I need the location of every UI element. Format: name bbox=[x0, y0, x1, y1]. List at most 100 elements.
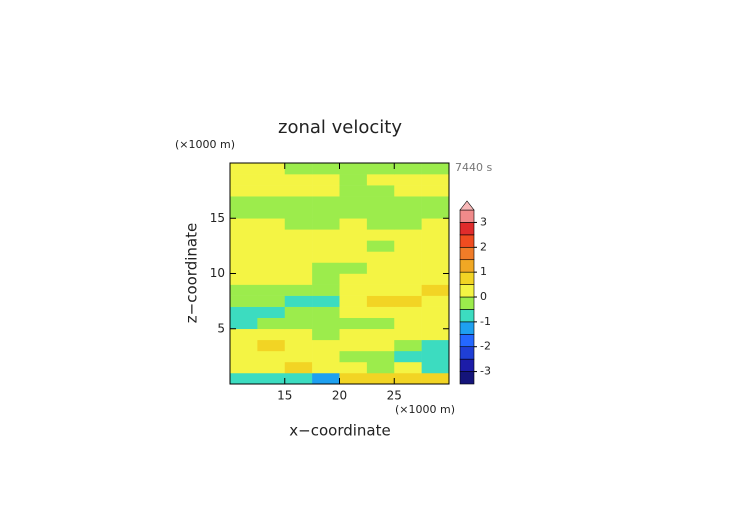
contour-cell bbox=[421, 163, 450, 175]
contour-cell bbox=[257, 196, 286, 208]
contour-cell bbox=[230, 339, 258, 352]
colorbar-box bbox=[459, 358, 475, 372]
contour-cell bbox=[421, 229, 450, 241]
contour-cell bbox=[339, 185, 368, 197]
contour-cell bbox=[284, 306, 313, 318]
contour-cell bbox=[366, 218, 395, 230]
contour-cell bbox=[339, 240, 368, 252]
x-tick-label: 20 bbox=[332, 389, 347, 403]
contour-cell bbox=[312, 361, 340, 374]
contour-cell bbox=[230, 350, 258, 363]
contour-cell bbox=[421, 350, 450, 363]
colorbar-tick-label: 2 bbox=[480, 240, 487, 253]
contour-cell bbox=[366, 372, 395, 385]
contour-cell bbox=[394, 339, 422, 352]
contour-cell bbox=[421, 174, 450, 186]
contour-cell bbox=[394, 163, 422, 175]
contour-cell bbox=[312, 196, 340, 208]
contour-cell bbox=[312, 317, 340, 330]
contour-cell bbox=[421, 328, 450, 341]
contour-cell bbox=[312, 163, 340, 175]
contour-cell bbox=[339, 273, 368, 285]
contour-cell bbox=[394, 317, 422, 330]
contour-cell bbox=[421, 295, 450, 307]
contour-cell bbox=[284, 273, 313, 285]
contour-cell bbox=[257, 229, 286, 241]
contour-cell bbox=[230, 207, 258, 219]
contour-cell bbox=[230, 284, 258, 296]
contour-cell bbox=[339, 174, 368, 186]
contour-cell bbox=[339, 350, 368, 363]
contour-cell bbox=[312, 218, 340, 230]
x-tick-label: 25 bbox=[387, 389, 402, 403]
contour-cell bbox=[284, 196, 313, 208]
contour-cell bbox=[394, 273, 422, 285]
contour-cell bbox=[394, 251, 422, 263]
contour-cell bbox=[230, 317, 258, 330]
contour-cell bbox=[394, 361, 422, 374]
contour-cell bbox=[366, 251, 395, 263]
contour-cell bbox=[312, 229, 340, 241]
contour-cell bbox=[284, 295, 313, 307]
contour-cell bbox=[421, 218, 450, 230]
colorbar-tick-label: -1 bbox=[480, 315, 491, 328]
contour-cell bbox=[284, 251, 313, 263]
contour-cell bbox=[284, 163, 313, 175]
contour-cell bbox=[366, 339, 395, 352]
colorbar-box bbox=[459, 309, 475, 323]
contour-cell bbox=[421, 317, 450, 330]
contour-cell bbox=[257, 185, 286, 197]
contour-cell bbox=[339, 284, 368, 296]
contour-cell bbox=[312, 207, 340, 219]
contour-cell bbox=[366, 350, 395, 363]
contour-cell bbox=[394, 284, 422, 296]
contour-cell bbox=[394, 240, 422, 252]
contour-cell bbox=[284, 372, 313, 385]
colorbar-box bbox=[459, 284, 475, 298]
contour-cell bbox=[394, 196, 422, 208]
x-axis-label: x−coordinate bbox=[289, 422, 390, 440]
contour-cell bbox=[257, 328, 286, 341]
x-tick-label: 15 bbox=[277, 389, 292, 403]
colorbar-box bbox=[459, 371, 475, 385]
y-axis-label: z−coordinate bbox=[183, 223, 201, 323]
contour-cell bbox=[421, 273, 450, 285]
contour-cell bbox=[339, 196, 368, 208]
contour-cell bbox=[230, 328, 258, 341]
contour-cell bbox=[230, 295, 258, 307]
contour-cell bbox=[366, 328, 395, 341]
contour-cell bbox=[257, 262, 286, 274]
contour-cell bbox=[230, 251, 258, 263]
contour-cell bbox=[394, 306, 422, 318]
contour-cell bbox=[257, 207, 286, 219]
contour-cell bbox=[257, 317, 286, 330]
contour-cell bbox=[394, 218, 422, 230]
contour-cell bbox=[284, 350, 313, 363]
contour-cell bbox=[366, 317, 395, 330]
colorbar-box bbox=[459, 321, 475, 335]
contour-cell bbox=[230, 163, 258, 175]
contour-cell bbox=[284, 339, 313, 352]
contour-cell bbox=[257, 295, 286, 307]
contour-cell bbox=[339, 218, 368, 230]
contour-cell bbox=[366, 306, 395, 318]
contour-cell bbox=[366, 196, 395, 208]
contour-cell bbox=[366, 174, 395, 186]
colorbar-box bbox=[459, 271, 475, 285]
x-unit-label: (×1000 m) bbox=[395, 403, 455, 416]
colorbar-box bbox=[459, 333, 475, 348]
colorbar-extension bbox=[459, 200, 475, 211]
contour-cell bbox=[366, 185, 395, 197]
contour-cell bbox=[284, 207, 313, 219]
contour-cell bbox=[284, 284, 313, 296]
contour-cell bbox=[230, 174, 258, 186]
contour-cell bbox=[339, 251, 368, 263]
contour-cell bbox=[339, 207, 368, 219]
contour-cell bbox=[284, 328, 313, 341]
contour-cell bbox=[284, 174, 313, 186]
contour-cell bbox=[312, 273, 340, 285]
contour-cell bbox=[312, 262, 340, 274]
contour-cell bbox=[339, 361, 368, 374]
contour-cell bbox=[284, 185, 313, 197]
